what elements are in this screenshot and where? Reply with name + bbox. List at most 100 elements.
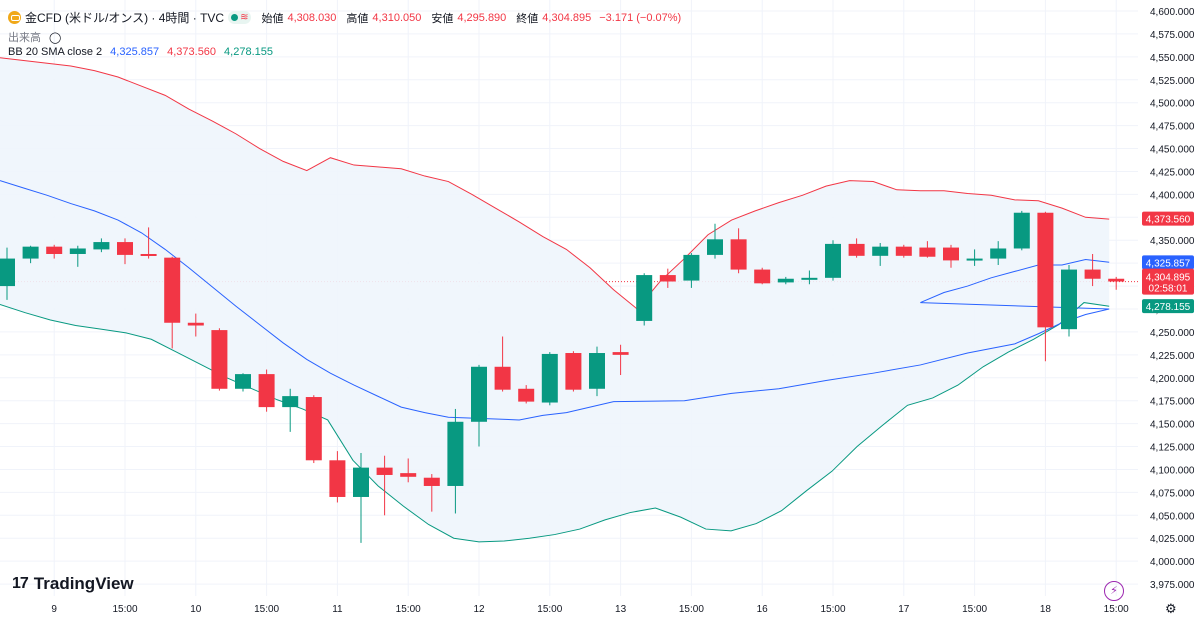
y-tick-label: 4,525.000: [1150, 76, 1195, 87]
candle-body: [329, 460, 346, 497]
y-tick-label: 4,450.000: [1150, 145, 1195, 156]
candle-body: [1084, 269, 1101, 279]
low-value: 4,295.890: [457, 11, 507, 24]
candle-body: [872, 246, 889, 256]
y-tick-label: 4,575.000: [1150, 30, 1195, 41]
x-tick-label: 10: [190, 604, 202, 615]
gold-symbol-icon: [8, 11, 21, 24]
bb-upper-value: 4,373.560: [167, 46, 217, 58]
candle-body: [589, 353, 605, 389]
x-tick-label: 15:00: [820, 604, 845, 615]
y-tick-label: 3,975.000: [1150, 580, 1195, 591]
x-tick-label: 12: [473, 604, 485, 615]
close-value: 4,304.895: [542, 11, 592, 24]
market-status-badge[interactable]: ≋: [228, 11, 252, 24]
bb-basis-value: 4,325.857: [110, 46, 160, 58]
bb-lower-line: [0, 302, 1110, 543]
candle-body: [93, 242, 110, 250]
high-label: 高値: [346, 12, 369, 25]
y-tick-label: 4,425.000: [1150, 167, 1195, 178]
candle-body: [754, 269, 771, 284]
candle-body: [1061, 269, 1077, 330]
candle-body: [471, 366, 487, 422]
high-value: 4,310.050: [372, 11, 422, 24]
bb-lower-tag-bg: [1142, 299, 1194, 314]
candle-body: [447, 421, 464, 486]
candle-body: [1108, 278, 1125, 282]
y-tick-label: 4,200.000: [1150, 374, 1195, 385]
candle-body: [46, 246, 63, 254]
y-tick-label: 4,350.000: [1150, 236, 1195, 247]
x-tick-label: 13: [615, 604, 627, 615]
y-tick-label: 4,500.000: [1150, 99, 1195, 110]
candle-body: [353, 467, 369, 497]
bb-upper-tag-bg: [1142, 211, 1194, 226]
candle-body: [400, 473, 417, 477]
close-label: 終値: [516, 12, 539, 25]
y-tick-label: 4,600.000: [1150, 7, 1195, 18]
bb-upper-line: [0, 57, 1110, 310]
candle-body: [1037, 212, 1054, 328]
bb-basis-tag: 4,325.857: [1146, 258, 1191, 269]
last-price-tag-countdown: 02:58:01: [1149, 284, 1188, 295]
symbol-title[interactable]: 金CFD (米ドル/オンス) · 4時間 · TVC: [25, 11, 225, 25]
y-tick-label: 4,550.000: [1150, 53, 1195, 64]
candle-body: [777, 278, 794, 283]
candle-body: [825, 243, 841, 278]
x-tick-label: 11: [332, 604, 343, 615]
candle-body: [565, 353, 582, 390]
x-tick-label: 17: [898, 604, 910, 615]
bb-upper-tag: 4,373.560: [1146, 215, 1191, 226]
bb-fill: [0, 57, 1110, 542]
candle-body: [164, 257, 181, 323]
candle-body: [187, 322, 204, 326]
candle-body: [423, 477, 440, 486]
eye-hidden-icon[interactable]: ◯: [49, 31, 62, 44]
candle-body: [801, 277, 818, 280]
open-label: 始値: [261, 12, 284, 25]
candle-body: [518, 388, 535, 402]
x-tick-label: 15:00: [679, 604, 704, 615]
candle-body: [636, 275, 653, 321]
candle-body: [494, 366, 511, 390]
candle-body: [990, 248, 1007, 259]
y-tick-label: 4,400.000: [1150, 190, 1195, 201]
legend-volume-row: 出来高 ◯: [8, 29, 61, 45]
y-tick-label: 4,100.000: [1150, 465, 1195, 476]
candle-body: [943, 247, 959, 261]
bb-lower-tag: 4,278.155: [1146, 302, 1191, 313]
x-tick-label: 15:00: [537, 604, 562, 615]
candle-body: [258, 374, 275, 408]
tradingview-mark-icon: 17: [12, 575, 29, 592]
x-tick-label: 15:00: [396, 604, 421, 615]
legend-bb-row: BB 20 SMA close 2 4,325.857 4,373.560 4,…: [8, 46, 273, 58]
x-tick-label: 18: [1040, 604, 1052, 615]
tradingview-logo[interactable]: 17 TradingView: [12, 574, 134, 594]
candle-body: [919, 247, 936, 257]
candle-body: [1013, 212, 1030, 249]
y-tick-label: 4,175.000: [1150, 397, 1195, 408]
lightning-icon[interactable]: ⚡: [1104, 581, 1124, 601]
candle-body: [376, 467, 393, 475]
candle-body: [140, 253, 157, 256]
legend-symbol-row: 金CFD (米ドル/オンス) · 4時間 · TVC ≋ 始値 4,308.030…: [8, 9, 681, 26]
x-tick-label: 15:00: [254, 604, 279, 615]
candle-body: [848, 243, 865, 256]
candle-body: [211, 330, 228, 389]
bb-label[interactable]: BB 20 SMA close 2: [8, 46, 103, 58]
candle-body: [683, 254, 700, 281]
candle-body: [966, 258, 983, 261]
y-tick-label: 4,150.000: [1150, 420, 1195, 431]
market-open-dot-icon: [231, 14, 239, 21]
y-tick-label: 4,475.000: [1150, 122, 1195, 133]
bb-lower-value: 4,278.155: [224, 46, 273, 58]
last-price-tag-bg: [1142, 268, 1194, 295]
y-tick-label: 4,250.000: [1150, 328, 1195, 339]
volume-label[interactable]: 出来高: [8, 32, 41, 44]
y-tick-label: 4,225.000: [1150, 351, 1195, 362]
candle-body: [707, 239, 723, 255]
open-value: 4,308.030: [287, 11, 337, 24]
gear-icon[interactable]: ⚙: [1165, 601, 1177, 616]
